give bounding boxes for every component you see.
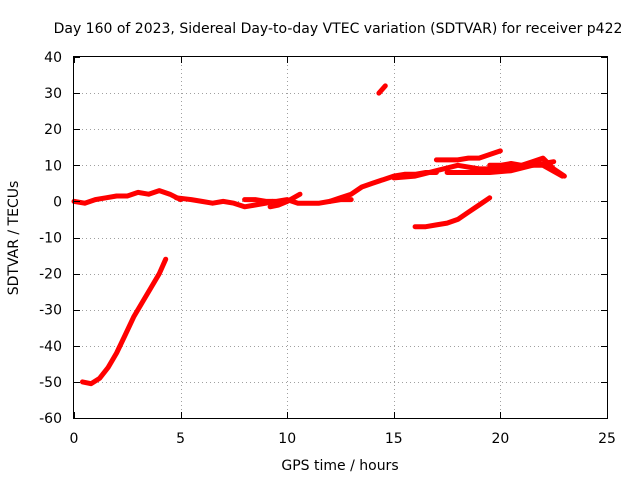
series-arc-a [71,188,184,206]
x-tick-label: 25 [598,431,616,447]
x-tick-label: 15 [385,431,403,447]
series-arc-i [433,148,503,163]
y-tick-label: 10 [44,158,62,174]
series-arc-j [444,159,557,175]
x-tick-label: 5 [176,431,185,447]
series-arc-c [173,195,275,210]
y-tick-label: -10 [39,231,62,247]
chart-title: Day 160 of 2023, Sidereal Day-to-day VTE… [54,21,623,37]
axis-ticks: 0 5 10 15 20 25 -60 -50 -40 -30 -20 -10 0 10 20 30 40 [39,50,616,447]
series-arc-l [412,195,493,230]
y-tick-label: 40 [44,50,62,66]
series-arc-k [487,155,567,179]
x-tick-label: 0 [70,431,79,447]
plot-frame [73,56,608,419]
y-tick-label: 20 [44,122,62,138]
y-tick-label: 0 [53,194,62,210]
data-series [71,83,567,387]
series-arc-b [80,256,169,387]
x-tick-label: 10 [278,431,296,447]
series-arc-e [267,191,303,210]
y-tick-label: -30 [39,303,62,319]
y-tick-label: -40 [39,339,62,355]
y-tick-label: -50 [39,375,62,391]
series-arc-g [376,83,388,96]
y-tick-label: -60 [39,411,62,427]
y-tick-label: -20 [39,267,62,283]
y-tick-label: 30 [44,86,62,102]
x-tick-label: 20 [491,431,509,447]
x-axis-label: GPS time / hours [281,458,398,474]
y-axis-label: SDTVAR / TECUs [6,181,22,296]
